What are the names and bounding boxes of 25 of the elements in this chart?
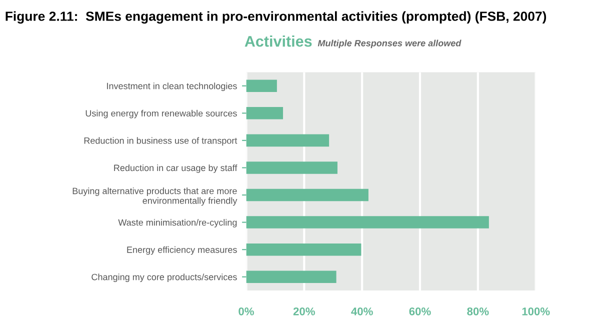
chart-subtitle: Activities [244,36,312,47]
bar [246,216,489,228]
y-tick-label: Using energy from renewable sources [86,110,237,118]
bar [246,80,277,92]
x-tick-label: 20% [293,307,315,316]
text: Multiple Responses were allowed [318,40,462,48]
y-tick-label: Waste minimisation/re-cycling [118,219,237,228]
y-tick-label: Energy efficiency measures [127,246,237,255]
x-tick-label: 80% [467,307,489,316]
bar [246,162,338,174]
bar [246,270,336,283]
bar [246,188,368,202]
chart-title: Figure 2.11: SMEs engagement in pro-environmental activities (prompted) (FSB, 2007) [6,11,546,24]
y-tick-label: Buying alternative products that are more environmentally friendly [72,188,238,206]
bar [246,107,284,120]
y-tick-label: Reduction in car usage by staff [114,164,238,173]
bar [246,243,362,256]
x-tick-label: 100% [522,307,550,316]
y-tick-label: Reduction in business use of transport [84,137,238,146]
bar [246,134,330,147]
y-tick-label: Changing my core products/services [92,274,237,282]
x-tick-label: 0% [238,307,254,316]
x-tick-label: 60% [409,307,431,316]
y-tick-label: Investment in clean technologies [107,82,237,92]
x-tick-label: 40% [351,307,373,316]
